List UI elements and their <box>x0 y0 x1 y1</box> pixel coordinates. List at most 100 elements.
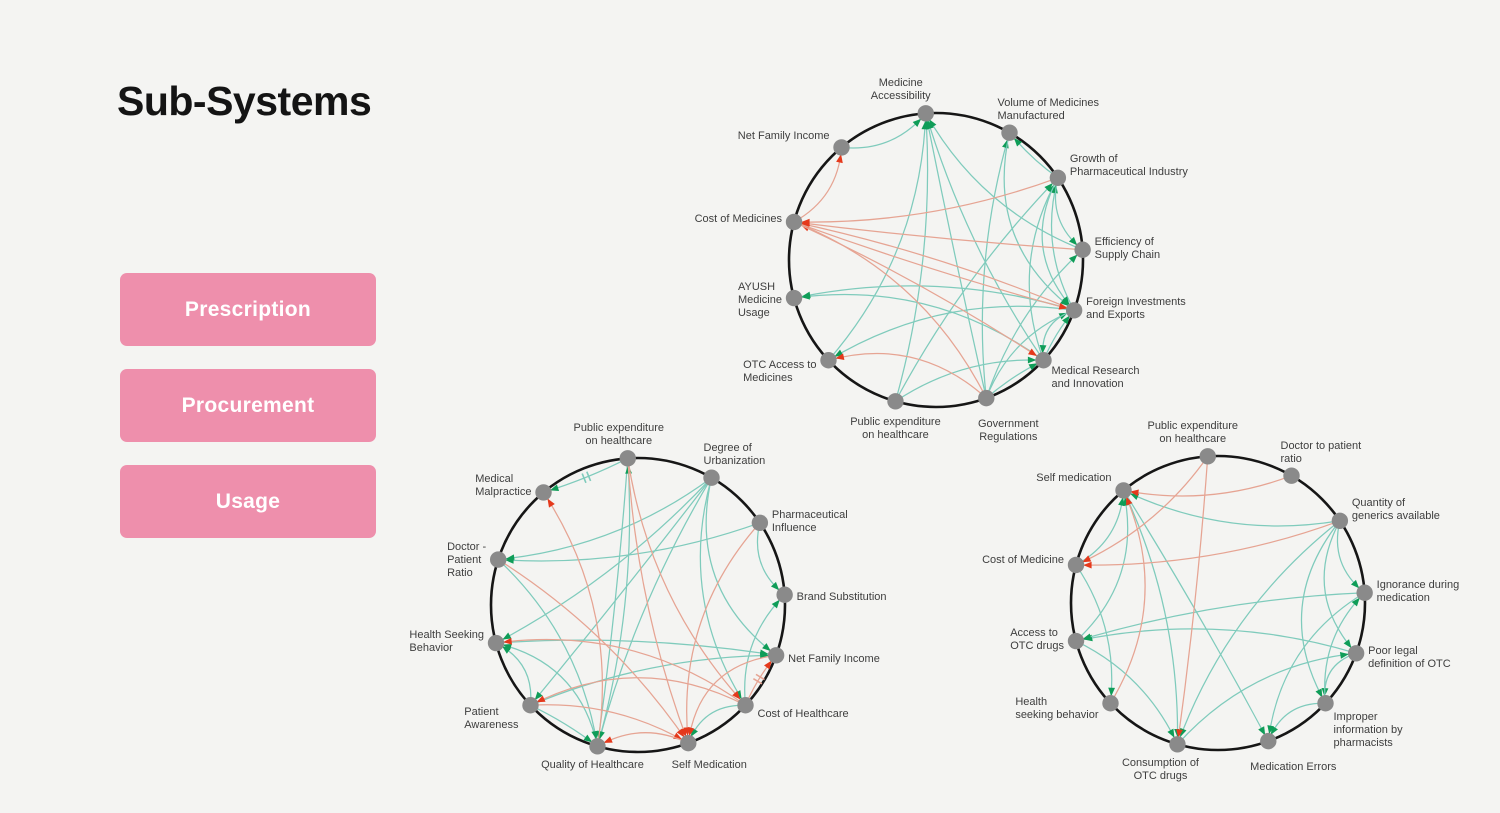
arrowhead-govreg-mri <box>1028 363 1038 371</box>
edge-costhc-nfi2 <box>744 654 777 706</box>
delay-mark-costhc-nfi2 <box>752 677 763 685</box>
label-poorotc: Poor legal definition of OTC <box>1368 645 1451 671</box>
label-qualhc: Quality of Healthcare <box>541 759 644 772</box>
loop-circle-procurement-loop <box>787 111 1085 409</box>
edge-selfmed2-consotc <box>1122 490 1179 745</box>
arrowhead-growth-volmed <box>1013 137 1023 147</box>
delay-mark-pubexphc-medmal <box>586 471 592 482</box>
arrowhead-dpr-qualhc <box>591 730 599 740</box>
label-fie: Foreign Investments and Exports <box>1086 296 1186 322</box>
edge-govreg-otc <box>828 352 987 399</box>
node-qgen <box>1331 512 1349 529</box>
edge-govreg-medacc <box>925 113 987 399</box>
arrowhead-dpr2-selfmed2 <box>1129 489 1139 497</box>
arrowhead-qualhc-medmal <box>547 498 555 508</box>
arrowhead-dpr-selfmed <box>676 728 685 738</box>
edge-pubexphc-costhc <box>627 458 746 706</box>
arrowhead-costhc-hsb <box>503 637 512 645</box>
edge-fie-otc <box>828 305 1075 361</box>
arrowhead-qgen-impinfo <box>1315 688 1323 698</box>
node-pubexp <box>887 393 904 410</box>
edge-dpr-qualhc <box>497 559 599 747</box>
arrowhead-qgen-ignmed <box>1350 579 1360 589</box>
label-medmal: Medical Malpractice <box>475 473 532 499</box>
node-selfmed2 <box>1115 482 1132 499</box>
node-pharminf <box>751 514 769 531</box>
usage-button[interactable]: Usage <box>120 465 376 538</box>
arrowhead-pharminf-selfmed <box>683 727 691 736</box>
edge-fie-growth <box>1050 177 1075 311</box>
node-brandsub <box>776 586 793 603</box>
label-impinfo: Improper information by pharmacists <box>1333 711 1403 750</box>
edge-degurb-hsb <box>495 477 712 644</box>
edge-dpr-selfmed <box>497 559 689 744</box>
label-otc: OTC Access to Medicines <box>743 359 817 385</box>
procurement-button[interactable]: Procurement <box>120 369 376 442</box>
edge-nfi2-selfmed <box>687 654 777 744</box>
arrowhead-pataware-qualhc <box>583 734 593 743</box>
label-dpr: Doctor - Patient Ratio <box>447 540 487 579</box>
label-brandsub: Brand Substitution <box>796 590 887 603</box>
arrowhead-costmed2-hsb2 <box>1108 687 1116 697</box>
edge-impinfo-mederr <box>1267 702 1326 742</box>
label-nfi2: Net Family Income <box>788 653 880 666</box>
edge-costmed-mri <box>793 221 1044 361</box>
edge-qgen-impinfo <box>1300 520 1341 704</box>
arrowhead-fie-ayush <box>801 291 811 299</box>
edge-qgen-costmed2 <box>1075 520 1341 566</box>
node-hsb <box>487 634 505 652</box>
arrowhead-nfi-medacc <box>912 118 922 127</box>
arrowhead-qgen-poorotc <box>1343 639 1352 649</box>
edge-hsb2-selfmed2 <box>1109 490 1146 704</box>
label-govreg: Government Regulations <box>978 418 1039 444</box>
label-pharminf: Pharmaceutical Influence <box>771 508 848 534</box>
edge-costhc-pataware <box>530 677 746 706</box>
edge-costmed-nfi <box>793 147 843 223</box>
node-mederr <box>1260 732 1277 750</box>
label-ignmed: Ignorance during medication <box>1376 578 1460 604</box>
node-mri <box>1035 352 1052 369</box>
edge-mri-growth <box>1028 177 1059 361</box>
arrowhead-growth-costmed <box>801 218 810 226</box>
arrowhead-costmed-nfi <box>836 154 843 164</box>
edge-degurb-qualhc <box>596 477 713 747</box>
node-accotc <box>1067 632 1085 650</box>
edge-qualhc-medmal <box>542 492 604 747</box>
node-impinfo <box>1317 695 1334 712</box>
edge-qgen-ignmed <box>1336 520 1366 594</box>
arrowhead-pharminf-brandsub <box>770 581 780 591</box>
edge-qualhc-pubexphc <box>596 458 631 747</box>
arrowhead-growth-effsc <box>1068 236 1078 246</box>
edge-effsc-medacc <box>925 113 1083 251</box>
node-costhc <box>737 697 754 714</box>
node-qualhc <box>589 738 606 755</box>
arrowhead-costmed-fie <box>1058 303 1068 310</box>
edge-consotc-poorotc <box>1177 652 1357 745</box>
edge-pataware-nfi2 <box>530 654 777 706</box>
label-degurb: Degree of Urbanization <box>703 441 766 467</box>
arrowhead-consotc-poorotc <box>1339 651 1349 659</box>
label-pubexp: Public expenditure on healthcare <box>850 416 941 442</box>
node-costmed <box>785 213 803 231</box>
edge-qgen-selfmed2 <box>1123 489 1340 527</box>
label-costmed2: Cost of Medicine <box>982 553 1064 566</box>
loop-circle-usage-loop <box>1069 454 1367 752</box>
node-effsc <box>1074 241 1091 258</box>
edge-volmed-fie <box>1003 132 1075 311</box>
node-nfi <box>833 139 850 156</box>
node-volmed <box>1001 124 1018 141</box>
arrowhead-pubexp-mri <box>1027 356 1037 364</box>
arrowhead-costhc-nfi2 <box>764 660 772 670</box>
arrowhead-pubexphc2-costmed2 <box>1082 555 1092 563</box>
label-costmed: Cost of Medicines <box>694 212 782 225</box>
node-medmal <box>535 484 552 501</box>
edge-nfi-medacc <box>841 112 927 149</box>
label-hsb: Health Seeking Behavior <box>409 629 484 655</box>
arrowhead-pubexphc2-consotc <box>1176 728 1183 738</box>
prescription-button[interactable]: Prescription <box>120 273 376 346</box>
arrowhead-pharminf-dpr <box>505 557 514 564</box>
edge-fie-costmed <box>793 221 1075 311</box>
subsystem-nav: Prescription Procurement Usage <box>120 273 376 561</box>
